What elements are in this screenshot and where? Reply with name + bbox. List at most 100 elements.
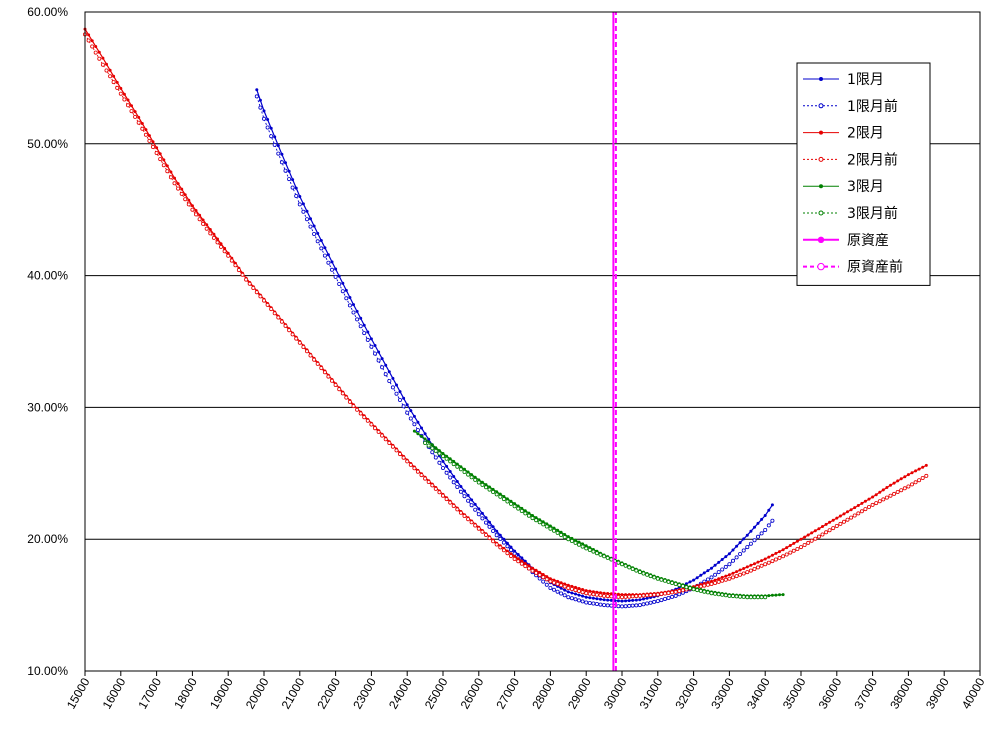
data-point: [741, 571, 746, 576]
data-point: [491, 525, 495, 529]
data-point: [133, 110, 137, 114]
data-point: [444, 470, 449, 475]
data-point: [813, 536, 818, 541]
x-tick-label: 22000: [314, 675, 343, 711]
data-point: [255, 88, 259, 92]
data-point: [451, 462, 456, 467]
data-point: [663, 591, 668, 596]
data-point: [526, 513, 531, 518]
data-point: [749, 563, 753, 567]
data-point: [265, 125, 270, 130]
data-point: [101, 56, 105, 60]
data-point: [634, 568, 639, 573]
data-point: [402, 396, 406, 400]
data-point: [846, 510, 849, 514]
data-point: [799, 545, 804, 550]
data-point: [756, 534, 761, 539]
data-point: [380, 365, 385, 370]
data-point: [390, 444, 395, 449]
x-tick-label: 23000: [350, 675, 379, 711]
data-point: [420, 434, 423, 438]
data-point: [140, 122, 144, 125]
data-point: [602, 554, 607, 559]
data-point: [627, 599, 631, 603]
data-point: [637, 570, 642, 575]
data-point: [469, 503, 474, 508]
data-point: [637, 603, 642, 608]
data-point: [899, 477, 903, 481]
data-point: [727, 552, 731, 556]
data-point: [158, 157, 163, 162]
data-point: [294, 186, 298, 190]
data-point: [870, 502, 875, 507]
data-point: [759, 531, 764, 536]
data-point: [455, 464, 460, 469]
data-point: [495, 529, 499, 533]
x-tick-label: 25000: [422, 675, 451, 711]
data-point: [115, 80, 119, 84]
data-point: [806, 533, 810, 537]
data-point: [867, 497, 871, 501]
data-point: [287, 328, 292, 333]
data-point: [208, 228, 212, 231]
data-point: [863, 507, 868, 512]
data-point: [587, 548, 592, 553]
data-point: [501, 497, 506, 502]
data-point: [727, 562, 732, 567]
data-point: [498, 536, 503, 541]
data-point: [186, 202, 191, 207]
data-point: [845, 517, 850, 522]
data-point: [902, 486, 907, 491]
data-point: [537, 573, 542, 578]
x-tick-label: 24000: [386, 675, 415, 711]
data-point: [817, 527, 821, 531]
data-point: [692, 578, 696, 582]
data-point: [581, 542, 585, 546]
data-point: [569, 587, 574, 592]
data-point: [820, 532, 825, 537]
legend-item: 1限月: [803, 72, 884, 88]
data-point: [409, 409, 413, 413]
data-point: [254, 94, 259, 99]
data-point: [491, 489, 496, 494]
data-point: [520, 556, 524, 560]
data-point: [473, 523, 478, 528]
data-point: [294, 193, 299, 198]
data-point: [294, 336, 299, 341]
data-point: [763, 557, 767, 561]
series-1: [254, 94, 775, 609]
data-point: [788, 550, 793, 555]
data-point: [144, 128, 148, 132]
data-point: [423, 440, 428, 445]
data-point: [724, 574, 728, 578]
data-point: [168, 175, 173, 180]
data-point: [534, 518, 539, 523]
data-point: [781, 554, 786, 559]
data-point: [752, 595, 757, 600]
data-point: [229, 258, 234, 263]
data-point: [924, 463, 928, 467]
data-point: [462, 469, 467, 474]
x-tick-label: 30000: [601, 675, 630, 711]
data-point: [494, 542, 499, 547]
data-point: [594, 551, 599, 556]
data-point: [448, 500, 453, 505]
data-point: [369, 422, 374, 427]
data-point: [466, 472, 471, 477]
data-point: [544, 577, 549, 582]
data-point: [638, 598, 642, 602]
data-point: [451, 480, 456, 485]
data-point: [398, 390, 402, 394]
data-point: [323, 246, 327, 250]
data-point: [634, 598, 638, 602]
data-point: [523, 511, 528, 516]
data-point: [505, 544, 510, 549]
data-point: [329, 267, 334, 272]
data-point: [745, 545, 750, 550]
data-point: [337, 281, 342, 286]
data-point: [151, 140, 155, 144]
data-point: [637, 593, 642, 598]
x-tick-label: 15000: [64, 675, 93, 711]
data-point: [384, 363, 388, 367]
data-point: [316, 231, 320, 235]
